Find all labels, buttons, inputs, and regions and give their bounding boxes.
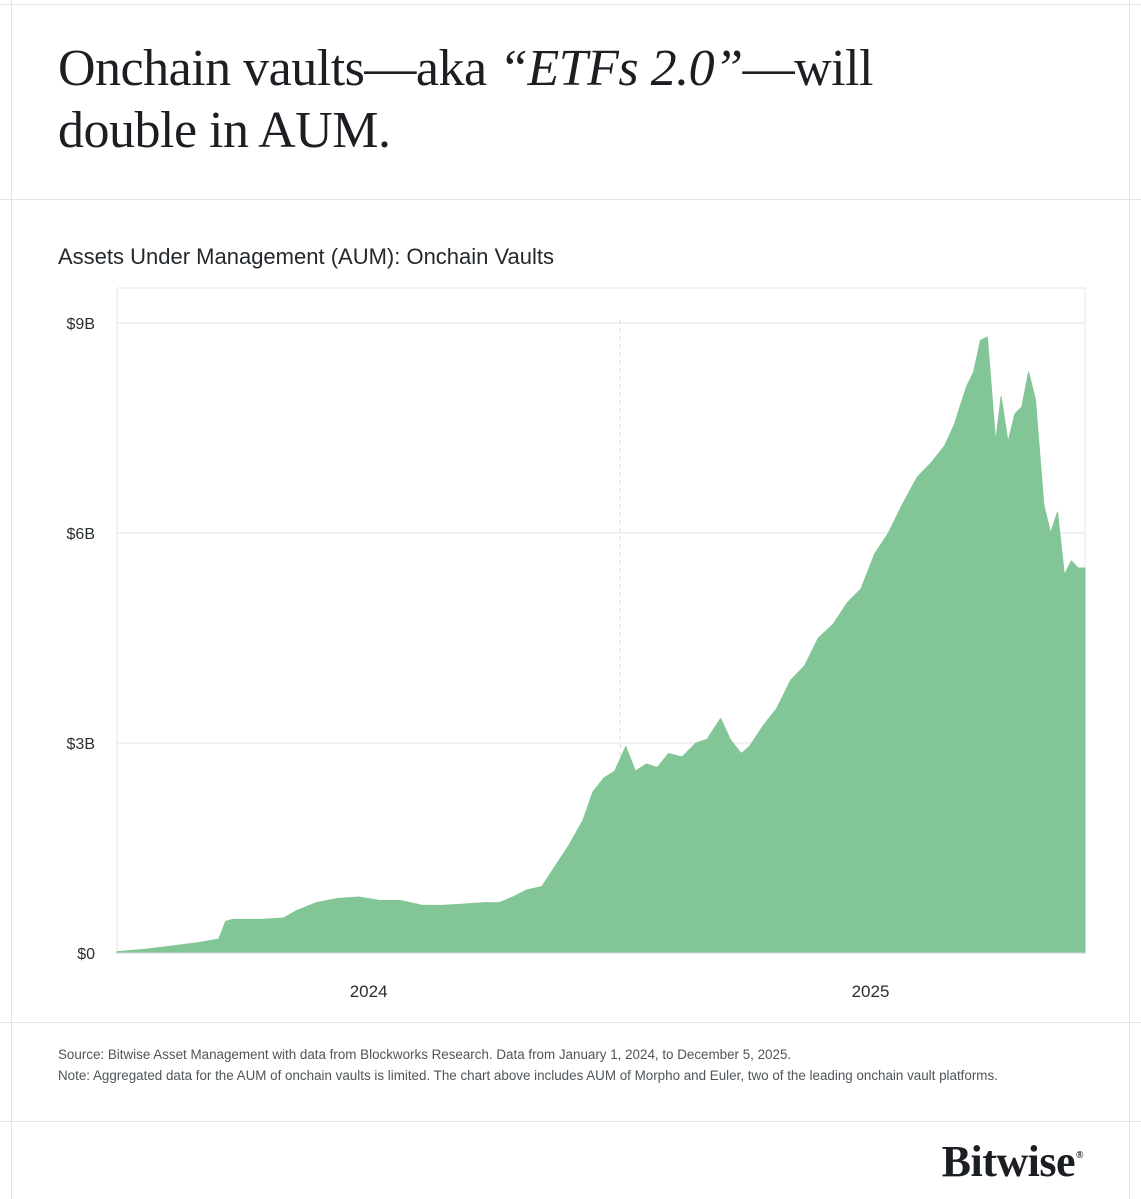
bitwise-logo: Bitwise® [941,1136,1084,1187]
left-border [11,0,12,1199]
top-divider [0,4,1141,5]
y-tick-label: $3B [67,736,95,753]
y-tick-label: $9B [67,316,95,333]
y-tick-label: $0 [77,946,95,963]
registered-mark: ® [1076,1150,1083,1161]
y-tick-label: $6B [67,526,95,543]
right-border [1129,0,1130,1199]
footnotes: Source: Bitwise Asset Management with da… [58,1046,1078,1088]
chart-title: Assets Under Management (AUM): Onchain V… [58,244,555,269]
footnote-divider [0,1121,1141,1122]
headline-emphasis: “ETFs 2.0” [499,40,743,97]
source-note: Source: Bitwise Asset Management with da… [58,1047,792,1062]
x-tick-label: 2025 [852,982,890,1001]
headline: Onchain vaults—aka “ETFs 2.0”—will doubl… [58,38,958,162]
data-note: Note: Aggregated data for the AUM of onc… [58,1068,998,1083]
aum-area [116,336,1086,954]
chart-divider [0,1022,1141,1023]
headline-part2: —will double in AUM. [58,40,873,159]
headline-part1: Onchain vaults—aka [58,40,500,97]
logo-text: Bitwise [941,1137,1076,1186]
aum-area-chart: $0 $3B $6B $9B 2024 2025 [67,287,1086,1001]
x-tick-label: 2024 [350,982,388,1001]
headline-divider [0,199,1141,200]
